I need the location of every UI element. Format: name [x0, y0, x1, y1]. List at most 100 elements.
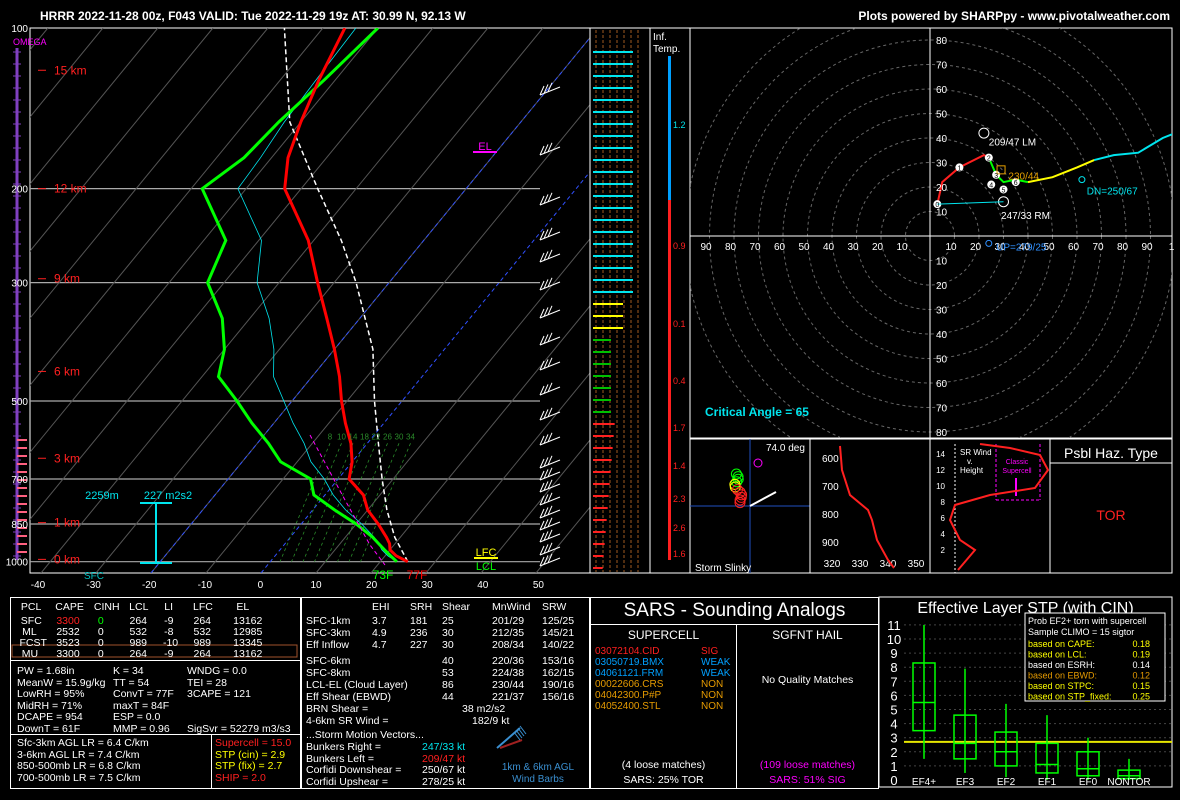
hodo-axis-x-label: 80: [725, 242, 737, 253]
stp-legend-value: 0.15: [1132, 681, 1150, 691]
wind-barb-flag: [539, 410, 545, 421]
hail-no-match: No Quality Matches: [761, 674, 854, 686]
temp-axis-label: 0: [258, 580, 264, 591]
wind-barb-flag: [539, 280, 545, 291]
kinematic-cell: 25: [442, 615, 454, 627]
wind-barb-flag: [547, 492, 553, 503]
kinematic-cell: 236: [410, 627, 428, 639]
stp-legend-key: based on STP_fixed:: [1028, 692, 1112, 702]
index-cell: LowRH = 95%: [17, 688, 85, 700]
hail-title: SGFNT HAIL: [772, 628, 843, 642]
srwind-title: SR Wind: [960, 448, 992, 457]
kinematic-cell: 30: [442, 627, 454, 639]
sars-match-id: 00022606.CRS: [595, 679, 664, 690]
hodo-axis-y-label: 10: [936, 257, 948, 268]
stp-y-label: 6: [890, 688, 897, 703]
stp-legend-key: based on EBWD:: [1028, 671, 1097, 681]
mixing-ratio-line: [360, 443, 411, 562]
srwind-y-label: 10: [936, 482, 945, 491]
parcel-cell: 13345: [233, 637, 263, 649]
temp-axis-label: 20: [366, 580, 378, 591]
haz-title: Psbl Haz. Type: [1064, 445, 1158, 461]
wind-barb: [539, 496, 561, 506]
wind-barb-flag: [547, 382, 553, 393]
dn-label: DN=250/67: [1087, 186, 1138, 197]
wind-barb-flag: [539, 520, 545, 531]
stp-y-label: 11: [887, 618, 901, 633]
hodo-axis-y-label: 30: [936, 159, 948, 170]
wind-barb-flag: [543, 434, 549, 444]
stp-box: [1035, 742, 1059, 774]
hodo-height-label: 0: [935, 202, 939, 209]
slinky-ring: [731, 476, 743, 488]
sfc-label: SFC: [84, 571, 104, 582]
wind-barb-flag: [543, 409, 549, 419]
eff-inflow-height: 2259m: [85, 490, 119, 502]
wind-barb: [539, 471, 561, 481]
height-label: 9 km: [54, 272, 80, 286]
kinematic-cell: 208/34: [492, 639, 525, 651]
wind-barb-flag: [539, 482, 545, 493]
height-label: 6 km: [54, 364, 80, 378]
kinematic-cell: LCL-EL (Cloud Layer): [306, 679, 408, 691]
parcel-header: CAPE: [55, 601, 84, 613]
sars-match-type: WEAK: [701, 657, 731, 668]
lcl-label: LCL: [476, 561, 496, 573]
lm-label: 209/47 LM: [989, 137, 1036, 148]
wind-barb-flag: [547, 432, 553, 443]
parcel-cell: -8: [164, 626, 174, 638]
sars-match-id: 03072104.CID: [595, 646, 660, 657]
slinky-ring: [732, 471, 744, 483]
wind-barb-flag: [543, 229, 549, 239]
hodo-trace: [1027, 159, 1095, 184]
eff-inflow-srh: 227 m2s2: [144, 490, 192, 502]
theta-t-label: 320: [824, 559, 841, 570]
wind-barb-flag: [547, 82, 553, 93]
wind-barb-flag: [543, 457, 549, 467]
motion-label: Corfidi Upshear =: [306, 775, 388, 788]
hodo-axis-x-label: 70: [1092, 242, 1104, 253]
temp-axis-label: 40: [477, 580, 489, 591]
kinematic-cell: 40: [442, 655, 454, 667]
severe-param: Supercell = 15.0: [215, 737, 292, 749]
theta-p-label: 600: [822, 454, 839, 465]
wind-barb: [539, 509, 561, 519]
hodo-axis-x-label: 40: [823, 242, 835, 253]
kinematic-cell: 145/21: [542, 627, 575, 639]
parcel-cell: 532: [129, 626, 148, 638]
srwind-y-label: 8: [941, 498, 946, 507]
index-cell: ConvT = 77F: [113, 688, 174, 700]
sars-match-type: SIG: [701, 646, 719, 657]
lapse-rate: 3-6km AGL LR = 7.4 C/km: [17, 748, 140, 761]
hodo-height-marker: [992, 170, 1001, 179]
inf-temp-value: 1.6: [673, 549, 686, 559]
isotherm: [30, 28, 159, 185]
wind-barb: [539, 436, 561, 446]
srwind-title: v.: [967, 457, 973, 466]
isotherm: [30, 28, 434, 521]
wind-barb-flag: [543, 194, 549, 204]
parcel-cell: -10: [162, 637, 179, 649]
parcel-header: EL: [236, 601, 250, 613]
parcel-cell: 3523: [56, 637, 80, 649]
wind-barb-flag: [543, 251, 549, 261]
stp-box: [953, 714, 977, 760]
slinky-ring-top: [753, 458, 763, 468]
pressure-label: 1000: [6, 558, 29, 569]
wind-barb: [539, 546, 561, 556]
stp-y-label: 1: [890, 759, 897, 774]
mixing-ratio-label: 18: [360, 432, 369, 441]
wind-barb-flag: [547, 357, 553, 368]
parcel-cell: 3300: [56, 648, 80, 660]
wind-barb-flag: [539, 458, 545, 469]
stp-category-label: EF4+: [912, 777, 936, 788]
kinematic-header: MnWind: [492, 601, 531, 613]
motion-value: 247/33 kt: [422, 741, 466, 753]
brn-label: BRN Shear =: [306, 703, 369, 715]
stp-legend-frame: [1024, 612, 1166, 702]
barb-column-frame: [589, 27, 651, 574]
wind-barb-flag: [539, 470, 545, 481]
mixing-ratio-label: 30: [395, 432, 404, 441]
stp-category-label: EF3: [956, 777, 975, 788]
